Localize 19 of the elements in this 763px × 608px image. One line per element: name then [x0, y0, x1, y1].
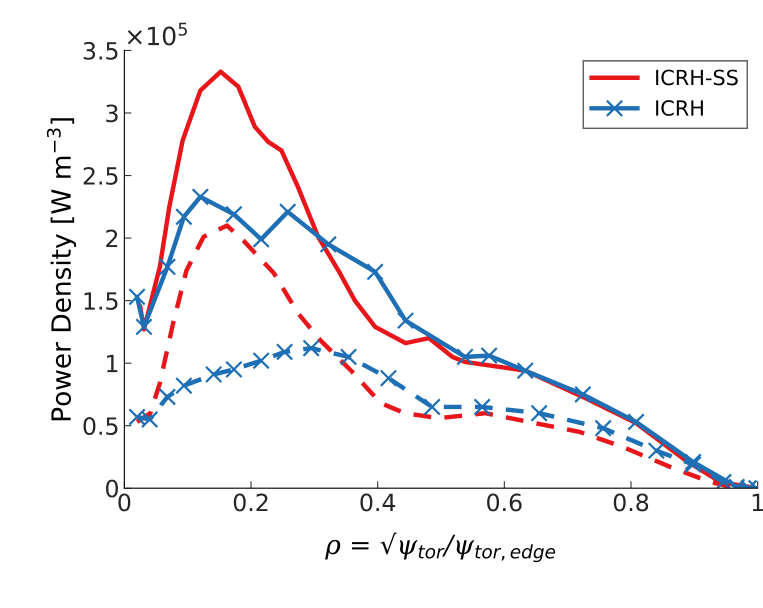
x-tick-label: 0.6: [487, 494, 522, 512]
y-tick-label: 1.5: [84, 292, 118, 310]
y-tick-label: 2: [106, 230, 118, 248]
x-tick-label: 0.2: [234, 494, 268, 512]
x-tick-label: 0.8: [614, 494, 648, 512]
y-axis-title: Power Density [W m$^{−3}$]: [46, 118, 76, 420]
x-tick-label: 1: [752, 494, 763, 512]
legend-label: ICRH-SS: [656, 70, 738, 86]
x-tick-label: 0: [118, 494, 130, 512]
y-tick-label: 0: [106, 480, 118, 498]
x-axis-title: ρ = √ψ$_{tor}$/ψ$_{tor,edge}$: [325, 532, 556, 562]
y-tick-label: 2.5: [84, 166, 118, 185]
y-tick-label: 3: [106, 104, 118, 122]
y-tick-label: 1: [107, 354, 118, 372]
y-tick-label: 0.5: [84, 417, 118, 435]
y-tick-label: 3.5: [84, 42, 118, 60]
x-tick-label: 0.4: [360, 494, 396, 512]
legend-label: ICRH: [656, 100, 703, 116]
text: ×10$^{5}$: [128, 22, 187, 46]
